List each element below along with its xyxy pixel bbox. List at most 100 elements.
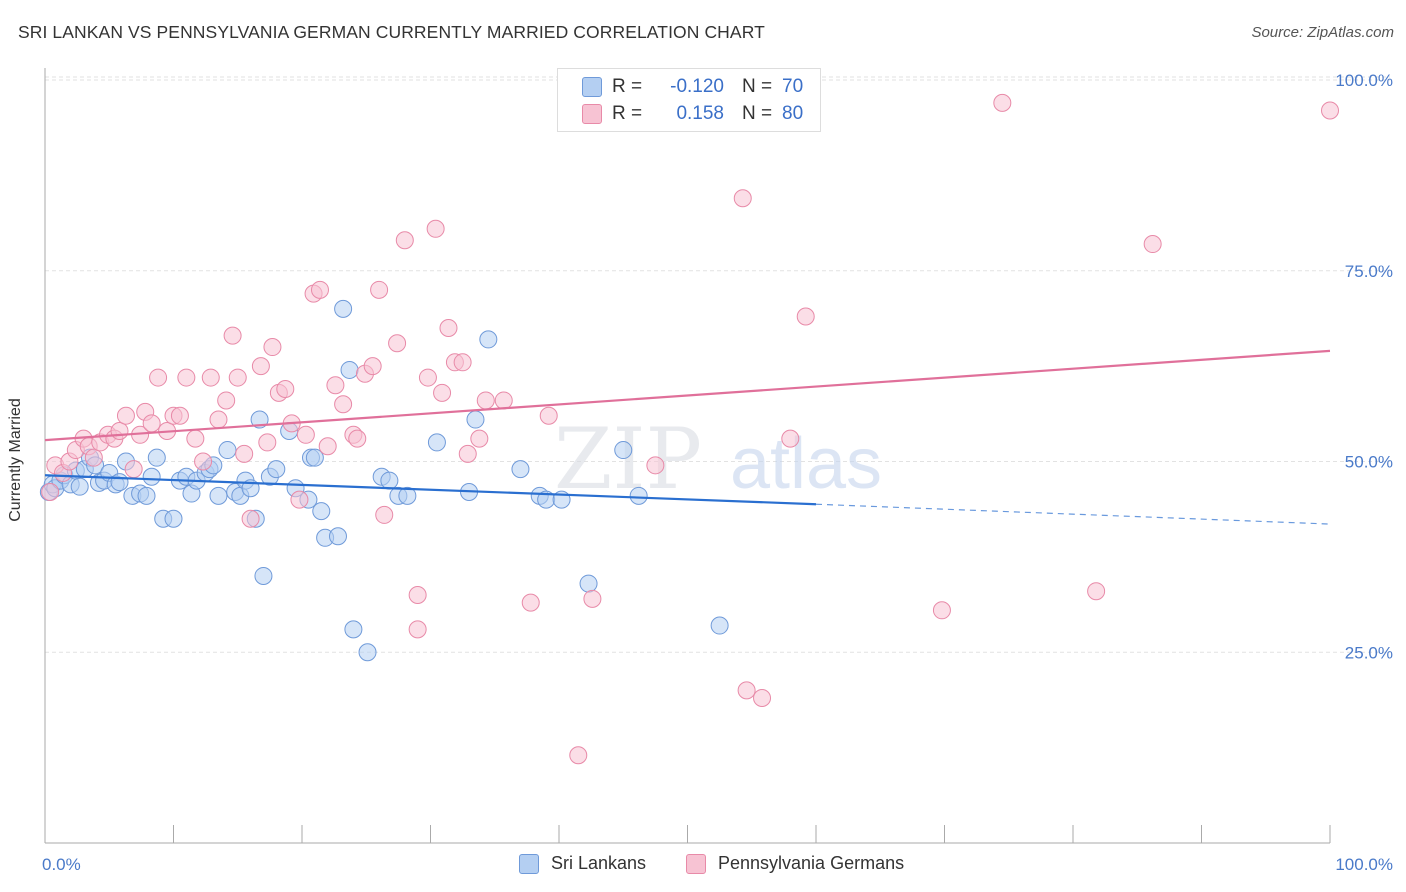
- legend-n-label: N =: [742, 76, 773, 97]
- pink-trend-line: [44, 349, 1331, 442]
- blue-point: [142, 467, 161, 486]
- blue-point: [254, 566, 273, 585]
- pink-point: [408, 620, 427, 639]
- pink-point: [470, 429, 489, 448]
- blue-point: [305, 448, 324, 467]
- blue-point: [358, 643, 377, 662]
- pink-point: [290, 490, 309, 509]
- pink-point: [241, 509, 260, 528]
- pink-point: [796, 307, 815, 326]
- pink-point: [418, 368, 437, 387]
- blue-trend-line: [44, 474, 817, 506]
- pink-point: [217, 391, 236, 410]
- pink-point: [318, 437, 337, 456]
- blue-point: [479, 330, 498, 349]
- pink-point: [408, 586, 427, 605]
- blue-point: [164, 509, 183, 528]
- pink-point: [539, 406, 558, 425]
- gridlines: [45, 76, 1390, 653]
- blue-point: [137, 486, 156, 505]
- pink-point: [370, 280, 389, 299]
- series-legend-label: Sri Lankans: [551, 853, 647, 873]
- blue-point: [614, 441, 633, 460]
- pink-point: [453, 353, 472, 372]
- pink-point: [733, 189, 752, 208]
- blue-point: [312, 502, 331, 521]
- legend-r-label: R =: [612, 76, 643, 97]
- pink-point: [177, 368, 196, 387]
- series-legend: Sri Lankans Pennsylvania Germans: [0, 853, 1406, 877]
- pink-point: [41, 483, 60, 502]
- pink-point: [251, 357, 270, 376]
- pink-point: [476, 391, 495, 410]
- legend-r-label: R =: [612, 103, 643, 124]
- pink-point: [223, 326, 242, 345]
- blue-point: [579, 574, 598, 593]
- watermark: ZIP atlas: [554, 410, 882, 508]
- pink-point: [296, 425, 315, 444]
- trend-lines: [44, 349, 1331, 525]
- legend-n-value: 80: [782, 103, 804, 124]
- pink-point: [310, 280, 329, 299]
- pink-point: [124, 460, 143, 479]
- legend-swatch-pink: [582, 104, 602, 124]
- pink-point: [363, 357, 382, 376]
- y-tick-label: 25.0%: [1345, 643, 1393, 662]
- pink-point: [375, 505, 394, 524]
- x-tick-label: 0.0%: [42, 855, 81, 874]
- pink-point: [1321, 101, 1339, 120]
- pink-point: [110, 421, 129, 440]
- blue-point: [218, 441, 237, 460]
- pink-point: [993, 93, 1012, 112]
- legend-n-value: 70: [782, 76, 804, 97]
- blue-point: [70, 477, 89, 496]
- pink-point: [149, 368, 168, 387]
- blue-point: [344, 620, 363, 639]
- blue-point: [380, 471, 399, 490]
- pink-point: [753, 689, 772, 708]
- blue-point: [466, 410, 485, 429]
- pennsylvania-germans-points: [41, 93, 1339, 765]
- watermark-atlas: atlas: [730, 424, 882, 504]
- legend-r-value: -0.120: [670, 76, 724, 97]
- pink-point: [348, 429, 367, 448]
- pink-point: [326, 376, 345, 395]
- pink-point: [439, 318, 458, 337]
- series-swatch-pink: [686, 853, 706, 874]
- blue-point: [427, 433, 446, 452]
- blue-point: [250, 410, 269, 429]
- pink-point: [194, 452, 213, 471]
- blue-trend-extension: [815, 503, 1331, 525]
- pink-point: [116, 406, 135, 425]
- pink-point: [142, 414, 161, 433]
- pink-point: [433, 383, 452, 402]
- x-tick-label: 100.0%: [1335, 855, 1393, 874]
- pink-point: [201, 368, 220, 387]
- legend-row-sri-lankans: R = -0.120 N = 70: [582, 75, 803, 99]
- pink-point: [737, 681, 756, 700]
- blue-point: [147, 448, 166, 467]
- pink-point: [494, 391, 513, 410]
- axes: [44, 68, 1331, 844]
- pink-point: [1143, 235, 1162, 254]
- pink-point: [395, 231, 414, 250]
- stats-legend: R = -0.120 N = 70 R = 0.158 N = 80: [557, 68, 821, 132]
- series-legend-sri-lankans: Sri Lankans: [519, 853, 646, 874]
- series-swatch-blue: [519, 853, 539, 874]
- legend-r-value: 0.158: [676, 103, 724, 124]
- blue-point: [340, 360, 359, 379]
- pink-point: [583, 589, 602, 608]
- pink-point: [186, 429, 205, 448]
- pink-point: [521, 593, 540, 612]
- y-tick-label: 100.0%: [1335, 71, 1393, 90]
- pink-point: [258, 433, 277, 452]
- blue-point: [710, 616, 729, 635]
- pink-point: [334, 395, 353, 414]
- pink-point: [426, 219, 445, 238]
- pink-point: [932, 601, 951, 620]
- pink-point: [235, 444, 254, 463]
- pink-point: [646, 456, 665, 475]
- pink-point: [458, 444, 477, 463]
- blue-point: [110, 473, 129, 492]
- legend-n-label: N =: [742, 103, 773, 124]
